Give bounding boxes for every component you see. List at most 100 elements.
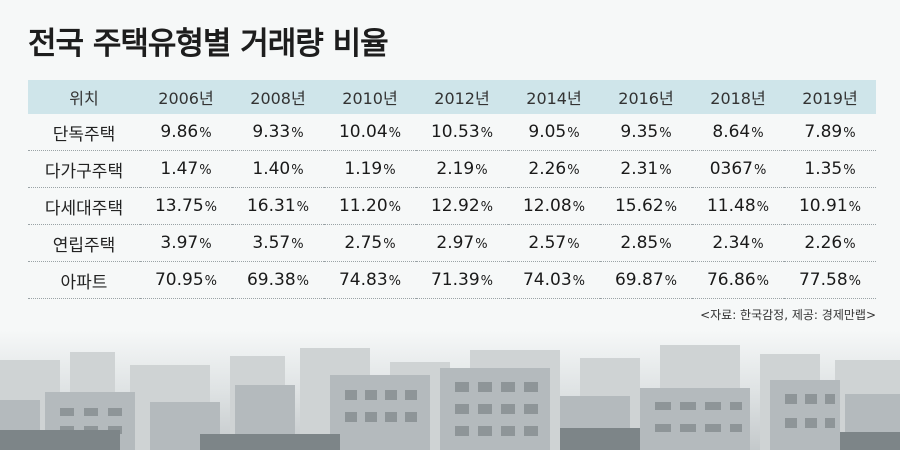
table-cell-value: 2.34% xyxy=(692,224,784,262)
cell-number: 1.40 xyxy=(252,159,291,179)
cell-number: 2.19 xyxy=(436,159,475,179)
cell-unit: % xyxy=(567,126,580,141)
cell-number: 2.97 xyxy=(436,233,475,253)
table-cell-value: 13.75% xyxy=(140,187,232,225)
table-cell-value: 1.40% xyxy=(232,150,324,188)
cell-number: 2.75 xyxy=(344,233,383,253)
cell-number: 2.26 xyxy=(528,159,567,179)
row-label: 아파트 xyxy=(28,261,140,299)
table-cell-value: 74.83% xyxy=(324,261,416,299)
table-cell-value: 3.97% xyxy=(140,224,232,262)
cell-number: 11.20 xyxy=(338,196,388,216)
cell-number: 71.39 xyxy=(430,270,480,290)
cell-number: 9.35 xyxy=(620,122,659,142)
cell-unit: % xyxy=(664,200,678,215)
table-cell-value: 15.62% xyxy=(600,187,692,225)
table-cell-value: 2.19% xyxy=(416,150,508,188)
table-cell-value: 9.35% xyxy=(600,114,692,151)
cell-unit: % xyxy=(291,163,304,178)
table-cell-value: 2.26% xyxy=(508,150,600,188)
table-cell-value: 11.20% xyxy=(324,187,416,225)
table-cell-value: 2.97% xyxy=(416,224,508,262)
cell-unit: % xyxy=(199,163,212,178)
chart-title: 전국 주택유형별 거래량 비율 xyxy=(28,26,389,62)
header-row: 위치 2006년 2008년 2010년 2012년 2014년 2016년 2018년 201… xyxy=(28,80,876,114)
table-cell-value: 1.47% xyxy=(140,150,232,188)
cell-unit: % xyxy=(296,274,310,289)
header-cell-label: 위치 xyxy=(28,80,140,114)
cell-number: 10.91 xyxy=(798,196,848,216)
table-cell-value: 76.86% xyxy=(692,261,784,299)
cell-number: 2.85 xyxy=(620,233,659,253)
cell-number: 70.95 xyxy=(154,270,204,290)
cell-number: 0367 xyxy=(709,159,753,179)
table-row: 다가구주택 1.47% 1.40% 1.19% 2.19% 2.26% 2.31% 0367%… xyxy=(28,150,876,188)
cell-number: 2.57 xyxy=(528,233,567,253)
table-cell-value: 1.35% xyxy=(784,150,876,188)
table-row: 연립주택 3.97% 3.57% 2.75% 2.97% 2.57% 2.85% 2.34% 2… xyxy=(28,224,876,262)
row-label: 다가구주택 xyxy=(28,150,140,188)
header-cell-year: 2006년 xyxy=(140,80,232,114)
table-cell-value: 16.31% xyxy=(232,187,324,225)
cell-number: 3.57 xyxy=(252,233,291,253)
cell-number: 74.03 xyxy=(522,270,572,290)
cell-number: 1.35 xyxy=(804,159,843,179)
cityscape-background-image xyxy=(0,330,900,450)
cell-number: 11.48 xyxy=(706,196,756,216)
cell-unit: % xyxy=(843,163,856,178)
cell-number: 15.62 xyxy=(614,196,664,216)
header-cell-year: 2018년 xyxy=(692,80,784,114)
table-cell-value: 9.86% xyxy=(140,114,232,151)
table-cell-value: 2.75% xyxy=(324,224,416,262)
table-cell-value: 9.05% xyxy=(508,114,600,151)
cell-number: 1.47 xyxy=(160,159,199,179)
cell-unit: % xyxy=(388,126,402,141)
table-cell-value: 10.53% xyxy=(416,114,508,151)
source-note: <자료: 한국감정, 제공: 경제만랩> xyxy=(700,308,876,322)
table-cell-value: 3.57% xyxy=(232,224,324,262)
cell-number: 7.89 xyxy=(804,122,843,142)
cell-unit: % xyxy=(204,274,218,289)
cell-unit: % xyxy=(480,200,494,215)
table-cell-value: 1.19% xyxy=(324,150,416,188)
cell-number: 12.08 xyxy=(522,196,572,216)
cell-number: 74.83 xyxy=(338,270,388,290)
cell-number: 13.75 xyxy=(154,196,204,216)
cell-unit: % xyxy=(843,126,856,141)
table-cell-value: 2.85% xyxy=(600,224,692,262)
cell-number: 76.86 xyxy=(706,270,756,290)
cell-number: 9.86 xyxy=(160,122,199,142)
table-header: 위치 2006년 2008년 2010년 2012년 2014년 2016년 2018년 201… xyxy=(28,80,876,114)
table-cell-value: 0367% xyxy=(692,150,784,188)
table-row: 단독주택 9.86% 9.33% 10.04% 10.53% 9.05% 9.35% 8.64… xyxy=(28,114,876,151)
cell-number: 77.58 xyxy=(798,270,848,290)
cell-unit: % xyxy=(753,163,767,178)
cell-unit: % xyxy=(475,237,488,252)
row-label: 다세대주택 xyxy=(28,187,140,225)
cell-unit: % xyxy=(291,237,304,252)
table-cell-value: 71.39% xyxy=(416,261,508,299)
cell-number: 2.31 xyxy=(620,159,659,179)
cell-unit: % xyxy=(480,274,494,289)
cell-unit: % xyxy=(751,126,764,141)
table-cell-value: 10.91% xyxy=(784,187,876,225)
table-cell-value: 74.03% xyxy=(508,261,600,299)
table-cell-value: 9.33% xyxy=(232,114,324,151)
cell-unit: % xyxy=(848,200,862,215)
cell-unit: % xyxy=(296,200,310,215)
table-row: 아파트 70.95% 69.38% 74.83% 71.39% 74.03% 69.87% 7… xyxy=(28,261,876,299)
table-cell-value: 69.87% xyxy=(600,261,692,299)
table-cell-value: 12.92% xyxy=(416,187,508,225)
cell-number: 9.33 xyxy=(252,122,291,142)
cell-unit: % xyxy=(199,237,212,252)
cell-number: 10.53 xyxy=(430,122,480,142)
table-cell-value: 2.26% xyxy=(784,224,876,262)
table-row: 다세대주택 13.75% 16.31% 11.20% 12.92% 12.08% 15.62… xyxy=(28,187,876,225)
cell-unit: % xyxy=(843,237,856,252)
cell-unit: % xyxy=(199,126,212,141)
cell-unit: % xyxy=(848,274,862,289)
table-cell-value: 12.08% xyxy=(508,187,600,225)
cell-number: 9.05 xyxy=(528,122,567,142)
table-cell-value: 77.58% xyxy=(784,261,876,299)
cell-unit: % xyxy=(664,274,678,289)
